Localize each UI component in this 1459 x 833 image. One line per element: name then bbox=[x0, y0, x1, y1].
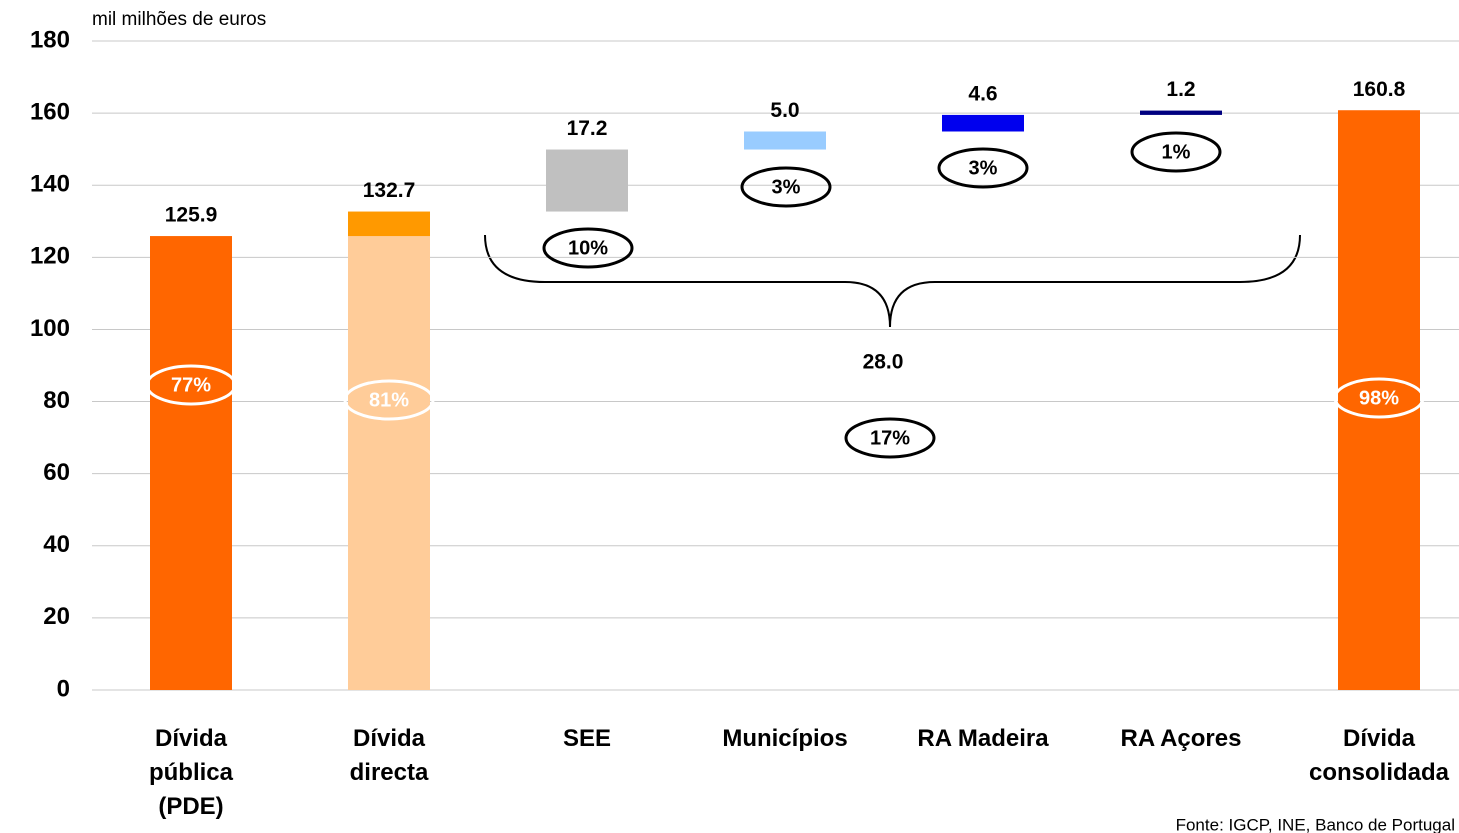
value-label: 17.2 bbox=[567, 117, 608, 140]
x-tick-label: SEE bbox=[562, 725, 612, 752]
y-tick-label: 160 bbox=[30, 98, 70, 125]
y-tick-label: 100 bbox=[30, 315, 70, 342]
brace bbox=[484, 234, 1301, 328]
value-label: 5.0 bbox=[770, 99, 799, 122]
x-tick-label: Dívida pública (PDE) bbox=[148, 725, 233, 820]
x-tick-label: Municípios bbox=[722, 725, 848, 752]
bar bbox=[1338, 110, 1420, 690]
x-tick-label: Dívida directa bbox=[349, 725, 429, 786]
bar-inner bbox=[348, 236, 430, 691]
share-ellipse bbox=[145, 364, 237, 406]
value-label: 4.6 bbox=[968, 82, 997, 105]
bar bbox=[546, 149, 628, 212]
share-ellipse bbox=[542, 227, 634, 269]
x-tick-label: RA Madeira bbox=[917, 725, 1049, 752]
y-tick-label: 40 bbox=[43, 531, 70, 558]
share-label: 77% bbox=[171, 374, 211, 396]
value-label: 160.8 bbox=[1353, 78, 1406, 101]
share-ellipse bbox=[937, 147, 1029, 189]
bar bbox=[942, 114, 1024, 132]
brace-value-label: 28.0 bbox=[863, 351, 904, 374]
y-tick-label: 120 bbox=[30, 243, 70, 270]
share-label: 1% bbox=[1162, 141, 1191, 163]
y-tick-label: 60 bbox=[43, 459, 70, 486]
share-ellipse bbox=[1130, 131, 1222, 173]
y-tick-label: 0 bbox=[57, 675, 70, 702]
share-label: 98% bbox=[1359, 387, 1399, 409]
y-tick-label: 180 bbox=[30, 26, 70, 53]
share-ellipse bbox=[740, 166, 832, 208]
value-label: 132.7 bbox=[363, 179, 416, 202]
share-ellipse bbox=[844, 417, 936, 459]
share-ellipse bbox=[1333, 377, 1425, 419]
bar bbox=[1140, 110, 1222, 115]
source: Fonte: IGCP, INE, Banco de Portugal bbox=[1176, 815, 1455, 833]
share-label: 3% bbox=[772, 176, 801, 198]
value-label: 1.2 bbox=[1166, 78, 1195, 101]
x-tick-label: Dívida consolidada bbox=[1308, 725, 1450, 786]
bar bbox=[744, 131, 826, 150]
bar bbox=[150, 236, 232, 691]
share-label: 81% bbox=[369, 389, 409, 411]
value-label: 125.9 bbox=[165, 204, 218, 227]
brace-share-label: 17% bbox=[870, 427, 910, 449]
unit-label: mil milhões de euros bbox=[92, 9, 266, 30]
share-label: 3% bbox=[969, 157, 998, 179]
y-tick-label: 20 bbox=[43, 603, 70, 630]
x-tick-label: RA Açores bbox=[1120, 725, 1242, 752]
share-ellipse bbox=[343, 379, 435, 421]
y-tick-label: 140 bbox=[30, 171, 70, 198]
share-label: 10% bbox=[568, 237, 608, 259]
y-tick-label: 80 bbox=[43, 387, 70, 414]
